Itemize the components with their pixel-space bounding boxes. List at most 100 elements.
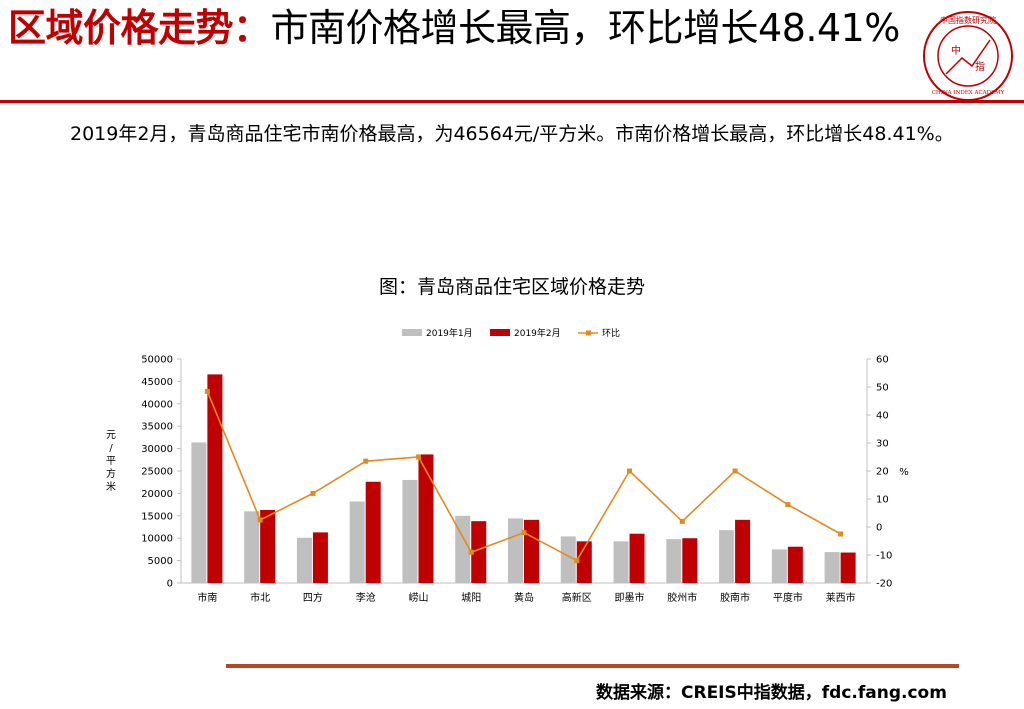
data-source: 数据来源：CREIS中指数据，fdc.fang.com [596, 683, 947, 703]
category-label: 城阳 [461, 592, 481, 604]
footer-divider [226, 664, 959, 668]
right-tick-label: 40 [876, 411, 889, 422]
headline-highlight: 区域价格走势： [8, 6, 271, 50]
left-axis-label-char: 方 [106, 467, 116, 480]
category-label: 黄岛 [514, 591, 534, 604]
mom-point [310, 490, 316, 496]
china-index-academy-logo: 中国指数研究院 CHINA INDEX ACADEMY 中 指 [923, 11, 1013, 101]
left-axis-label-char: / [109, 443, 113, 454]
right-tick-label: 10 [876, 495, 889, 506]
left-axis-label-char: 元 [106, 430, 116, 441]
bar-feb [524, 519, 539, 583]
legend-label: 环比 [602, 327, 620, 339]
bar-feb [576, 541, 592, 583]
mom-point [363, 458, 369, 464]
right-tick-label: 0 [876, 523, 882, 534]
legend-label: 2019年2月 [514, 327, 561, 339]
mom-point [627, 468, 633, 474]
legend-swatch [490, 329, 510, 336]
logo-center-top: 中 [951, 44, 961, 57]
logo-bottom-text: CHINA INDEX ACADEMY [932, 90, 1005, 96]
bar-feb [629, 533, 645, 583]
left-tick-label: 5000 [148, 556, 173, 567]
bar-feb [418, 454, 434, 583]
bar-jan [455, 515, 471, 583]
category-label: 即墨市 [615, 591, 645, 604]
bar-jan [824, 552, 840, 583]
summary-paragraph: 2019年2月，青岛商品住宅市南价格最高，为46564元/平方米。市南价格增长最… [36, 116, 1006, 153]
bar-jan [719, 530, 735, 583]
mom-point [732, 468, 738, 474]
logo-center-bottom: 指 [975, 60, 985, 73]
category-label: 四方 [303, 591, 323, 604]
header-divider [0, 100, 1024, 103]
bar-jan [560, 536, 576, 583]
summary-text: 2019年2月，青岛商品住宅市南价格最高，为46564元/平方米。市南价格增长最… [70, 123, 954, 145]
mom-point [468, 549, 474, 555]
bar-feb [471, 521, 487, 583]
mom-point [785, 502, 791, 508]
bar-jan [296, 537, 312, 583]
mom-point [415, 454, 421, 460]
category-label: 胶州市 [667, 591, 697, 604]
category-label: 胶南市 [720, 591, 750, 604]
category-label: 崂山 [408, 592, 428, 604]
left-axis-label-char: 平 [106, 456, 116, 467]
mom-point [521, 530, 527, 536]
right-tick-label: 30 [876, 439, 889, 450]
category-label: 市北 [250, 591, 270, 604]
left-tick-label: 35000 [141, 422, 173, 433]
bar-feb [365, 481, 381, 583]
logo-top-text: 中国指数研究院 [940, 15, 996, 25]
mom-point [574, 558, 580, 564]
legend-swatch [402, 329, 422, 336]
bar-feb [312, 532, 328, 583]
bar-jan [349, 501, 365, 583]
right-tick-label: 20 [876, 467, 889, 478]
mom-point [679, 518, 685, 524]
category-label: 李沧 [356, 591, 376, 604]
category-label: 市南 [197, 591, 217, 604]
mom-point [838, 531, 844, 537]
bar-feb [735, 519, 751, 583]
chart-title: 图：青岛商品住宅区域价格走势 [378, 276, 645, 298]
left-tick-label: 50000 [141, 355, 173, 366]
bar-jan [191, 442, 207, 583]
left-axis-label-char: 米 [106, 480, 116, 493]
bar-feb [840, 552, 856, 583]
bar-feb [787, 546, 803, 583]
bar-jan [402, 479, 418, 583]
left-tick-label: 45000 [141, 377, 173, 388]
left-tick-label: 0 [167, 579, 173, 590]
bar-jan [613, 541, 629, 583]
left-tick-label: 25000 [141, 467, 173, 478]
left-tick-label: 20000 [141, 489, 173, 500]
bar-jan [508, 518, 523, 583]
right-axis-label: % [899, 467, 909, 478]
bar-feb [260, 509, 276, 583]
right-tick-label: -20 [876, 579, 892, 590]
right-tick-label: 60 [876, 355, 889, 366]
right-tick-label: 50 [876, 383, 889, 394]
category-label: 莱西市 [826, 591, 856, 604]
page-headline: 区域价格走势：市南价格增长最高，环比增长48.41% [8, 6, 908, 50]
legend-line-marker [586, 330, 591, 336]
category-label: 平度市 [773, 591, 803, 604]
left-tick-label: 30000 [141, 444, 173, 455]
left-tick-label: 15000 [141, 511, 173, 522]
bar-jan [244, 511, 260, 583]
bar-jan [666, 539, 682, 583]
mom-point [257, 517, 263, 523]
bar-feb [207, 374, 223, 583]
legend-label: 2019年1月 [426, 327, 473, 339]
logo-trend-line [945, 39, 991, 75]
bar-jan [771, 549, 787, 583]
right-tick-label: -10 [876, 551, 892, 562]
left-tick-label: 40000 [141, 399, 173, 410]
category-label: 高新区 [562, 591, 592, 604]
headline-text: 市南价格增长最高，环比增长48.41% [270, 6, 901, 50]
mom-point [204, 388, 210, 394]
bar-feb [682, 538, 698, 583]
left-tick-label: 10000 [141, 534, 173, 545]
